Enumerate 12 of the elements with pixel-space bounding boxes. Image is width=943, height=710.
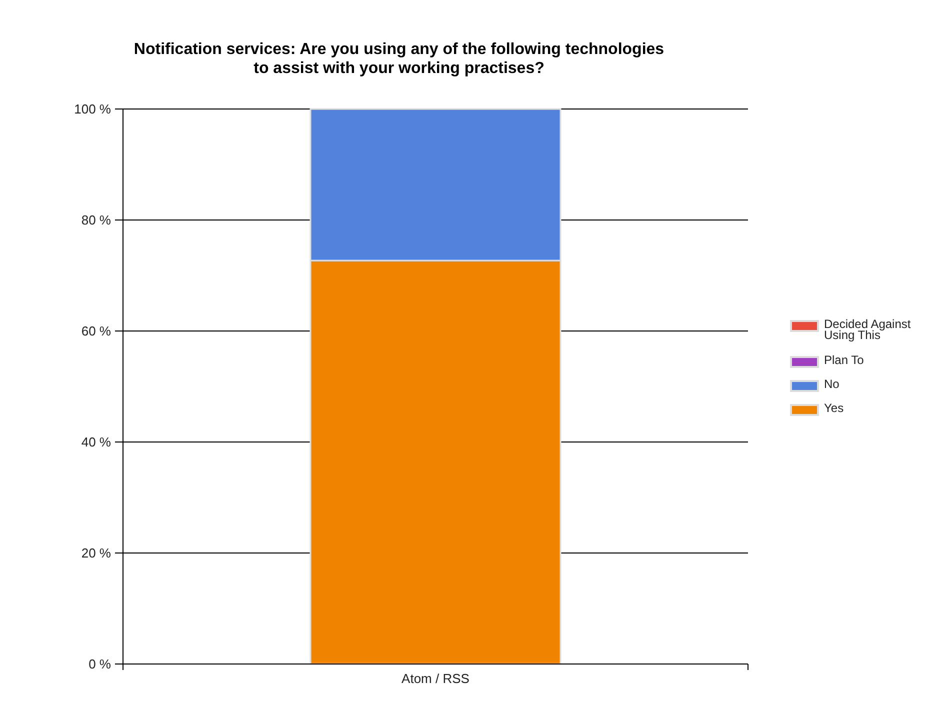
legend-label: Decided Against Using This bbox=[824, 317, 912, 342]
legend-label: Plan To bbox=[824, 353, 864, 367]
y-tick-label: 60 % bbox=[81, 324, 112, 339]
y-tick-label: 100 % bbox=[74, 102, 112, 117]
x-tick-label: Atom / RSS bbox=[402, 671, 470, 686]
y-tick-label: 0 % bbox=[88, 656, 112, 672]
legend-label: No bbox=[824, 377, 840, 391]
y-tick-label: 40 % bbox=[81, 434, 112, 450]
legend-label: Yes bbox=[824, 401, 844, 415]
chart-title: Notification services: Are you using any of the following technologies to assist with your working practises? bbox=[134, 41, 664, 77]
y-tick-label: 20 % bbox=[81, 546, 112, 561]
y-tick-label: 80 % bbox=[81, 212, 112, 228]
